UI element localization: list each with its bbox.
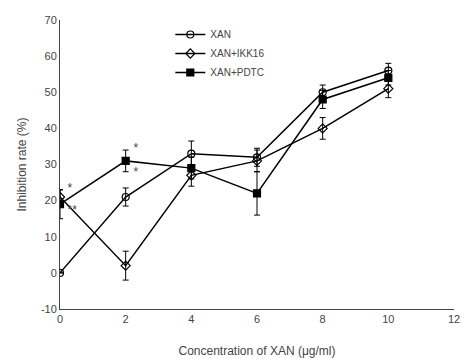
svg-text:70: 70: [45, 14, 57, 26]
svg-text:4: 4: [188, 313, 194, 325]
svg-text:**: **: [67, 203, 77, 217]
svg-text:2: 2: [123, 313, 129, 325]
svg-text:Concentration of XAN (μg/ml): Concentration of XAN (μg/ml): [179, 344, 336, 358]
svg-text:*: *: [133, 165, 138, 179]
svg-text:30: 30: [45, 158, 57, 170]
svg-text:XAN: XAN: [210, 29, 231, 40]
svg-text:*: *: [133, 141, 138, 155]
svg-text:12: 12: [448, 313, 460, 325]
svg-text:10: 10: [382, 313, 394, 325]
svg-text:*: *: [67, 181, 72, 195]
svg-text:50: 50: [45, 86, 57, 98]
svg-text:0: 0: [51, 267, 57, 279]
svg-text:40: 40: [45, 122, 57, 134]
svg-text:60: 60: [45, 50, 57, 62]
svg-text:6: 6: [254, 313, 260, 325]
svg-text:10: 10: [45, 231, 57, 243]
svg-text:20: 20: [45, 194, 57, 206]
svg-text:0: 0: [57, 313, 63, 325]
svg-text:Inhibition rate (%): Inhibition rate (%): [15, 117, 29, 211]
svg-text:XAN+PDTC: XAN+PDTC: [210, 67, 264, 78]
svg-text:-10: -10: [41, 303, 57, 315]
svg-text:XAN+IKK16: XAN+IKK16: [210, 48, 264, 59]
svg-text:8: 8: [320, 313, 326, 325]
